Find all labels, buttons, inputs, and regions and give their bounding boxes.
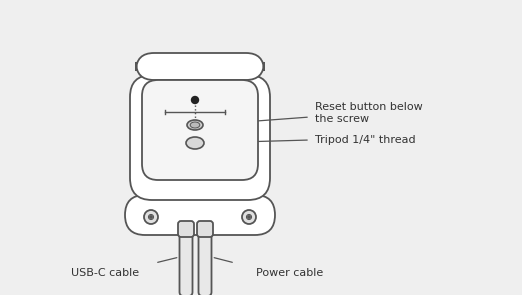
- Text: USB-C cable: USB-C cable: [71, 268, 139, 278]
- Circle shape: [148, 214, 153, 219]
- FancyBboxPatch shape: [197, 221, 213, 237]
- Ellipse shape: [186, 137, 204, 149]
- Ellipse shape: [190, 122, 200, 128]
- FancyBboxPatch shape: [142, 80, 258, 180]
- Circle shape: [248, 216, 250, 218]
- Circle shape: [150, 216, 152, 218]
- FancyBboxPatch shape: [130, 75, 270, 200]
- FancyBboxPatch shape: [180, 232, 193, 295]
- Text: Reset button below
the screw: Reset button below the screw: [315, 102, 423, 124]
- Ellipse shape: [187, 120, 203, 130]
- Circle shape: [242, 210, 256, 224]
- Text: Tripod 1/4" thread: Tripod 1/4" thread: [315, 135, 416, 145]
- Circle shape: [192, 96, 198, 104]
- FancyBboxPatch shape: [136, 53, 264, 80]
- Text: Power cable: Power cable: [256, 268, 324, 278]
- FancyBboxPatch shape: [178, 221, 194, 237]
- FancyBboxPatch shape: [125, 195, 275, 235]
- Circle shape: [144, 210, 158, 224]
- Circle shape: [246, 214, 252, 219]
- FancyBboxPatch shape: [198, 232, 211, 295]
